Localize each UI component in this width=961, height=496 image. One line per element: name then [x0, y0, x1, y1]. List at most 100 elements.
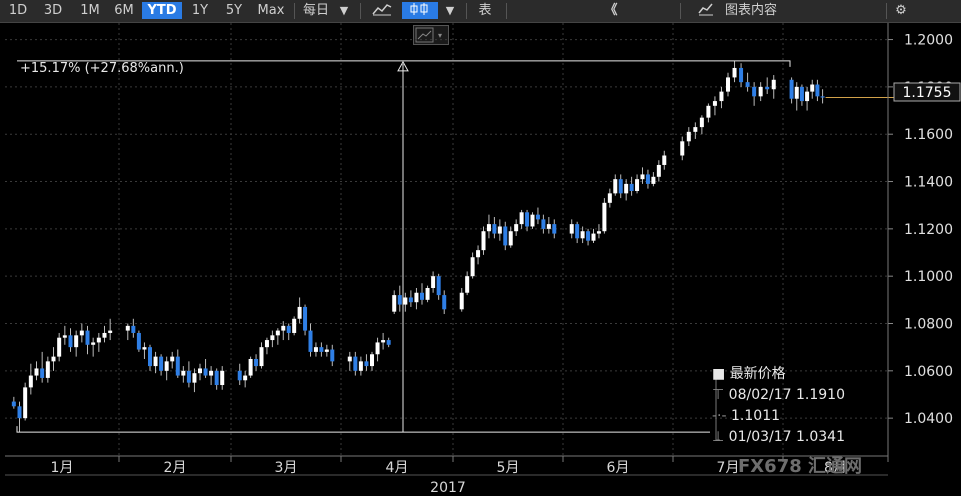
candle: [476, 245, 481, 265]
candle: [28, 363, 33, 395]
range-1y-button[interactable]: 1Y: [191, 3, 209, 18]
line-chart-icon: ▾: [415, 27, 442, 43]
legend-bracket: [715, 371, 720, 441]
x-tick-label: 5月: [497, 460, 520, 476]
candle: [481, 226, 486, 255]
candle-body: [203, 368, 208, 376]
candlestick-chart-icon[interactable]: [402, 2, 438, 19]
candle: [442, 290, 447, 315]
toolbar-divider: [886, 3, 887, 19]
toolbar-divider: [680, 3, 681, 19]
x-tick-label: 2月: [164, 460, 187, 476]
candle: [492, 217, 497, 239]
candle: [662, 150, 667, 170]
range-1d-button[interactable]: 1D: [8, 3, 28, 18]
y-tick-label: 1.1400: [904, 175, 953, 191]
candle: [596, 224, 601, 239]
gear-icon[interactable]: ⚙: [895, 3, 907, 18]
candle: [726, 72, 730, 97]
candle-body: [51, 356, 56, 362]
range-5y-button[interactable]: 5Y: [225, 3, 243, 18]
candle-body: [662, 155, 667, 165]
candle-body: [591, 233, 596, 241]
candle-body: [739, 67, 744, 83]
candle: [425, 285, 430, 303]
candle: [640, 167, 645, 184]
range-3d-button[interactable]: 3D: [43, 3, 63, 18]
candle-body: [403, 297, 408, 305]
candle-body: [243, 375, 248, 381]
range-ytd-button[interactable]: YTD: [142, 2, 182, 19]
candle: [297, 297, 302, 324]
chart-content-icon[interactable]: [696, 2, 716, 19]
legend-mid-row: -·- 1.1011: [712, 406, 887, 427]
y-tick-label: 1.1000: [904, 269, 953, 285]
collapse-icon[interactable]: 《: [604, 3, 618, 18]
candle: [436, 273, 441, 300]
candle: [799, 84, 804, 106]
candle-body: [645, 174, 650, 184]
candle: [102, 325, 107, 343]
candle-body: [324, 349, 329, 352]
candle-body: [308, 330, 313, 352]
candle: [765, 77, 770, 94]
candle: [508, 226, 513, 248]
chevron-down-icon[interactable]: ▼: [445, 4, 455, 17]
candle-body: [358, 361, 363, 371]
candle-body: [259, 347, 264, 367]
candle: [386, 337, 391, 348]
x-axis: 1月 2月 3月 4月 5月 6月 7月 8月: [5, 455, 889, 476]
candle: [693, 122, 698, 139]
candle-body: [519, 212, 524, 225]
candle: [153, 351, 158, 374]
candle: [569, 219, 574, 239]
candle: [243, 370, 248, 388]
candle-body: [575, 224, 580, 239]
candle: [292, 316, 297, 336]
candle-body: [408, 297, 413, 303]
candle-body: [62, 335, 67, 338]
candle: [375, 337, 380, 362]
chart-content-button[interactable]: 图表内容: [724, 3, 777, 18]
candle-body: [57, 337, 62, 357]
range-1m-button[interactable]: 1M: [80, 3, 100, 18]
candle-body: [370, 354, 374, 367]
candle-body: [91, 342, 96, 345]
candle-body: [270, 335, 275, 341]
frequency-select[interactable]: 每日: [302, 3, 329, 18]
candle: [805, 86, 810, 111]
candle: [34, 361, 39, 381]
candle: [214, 368, 219, 390]
candle: [758, 82, 763, 102]
candle-body: [465, 276, 470, 293]
candle: [148, 344, 152, 371]
current-price-label: 1.1755: [903, 85, 952, 101]
range-max-button[interactable]: Max: [257, 3, 285, 18]
legend-high: 08/02/17 1.1910: [728, 387, 845, 403]
candle: [397, 285, 402, 312]
candle: [645, 169, 650, 189]
y-tick-label: 1.0800: [904, 316, 953, 332]
candle: [74, 330, 79, 357]
table-view-button[interactable]: 表: [478, 3, 492, 18]
y-axis: 1.20001.18001.16001.14001.12001.10001.08…: [887, 23, 953, 456]
candle: [624, 179, 629, 201]
candle-body: [514, 224, 519, 232]
candle-body: [476, 250, 481, 258]
candle-body: [292, 318, 297, 333]
range-6m-button[interactable]: 6M: [114, 3, 134, 18]
line-chart-icon[interactable]: [368, 2, 396, 19]
candle: [706, 103, 711, 123]
chevron-down-icon[interactable]: ▼: [339, 4, 349, 17]
candle-body: [420, 292, 424, 300]
candle-body: [353, 356, 358, 371]
candle-body: [347, 356, 352, 362]
candle-body: [330, 349, 335, 362]
candle: [810, 79, 815, 99]
candle-body: [170, 356, 175, 362]
legend-low-row: ⊥ 01/03/17 1.0341: [712, 427, 887, 448]
candle: [431, 271, 436, 293]
candle: [203, 358, 208, 378]
candle-body: [799, 86, 804, 102]
candle: [541, 214, 546, 234]
